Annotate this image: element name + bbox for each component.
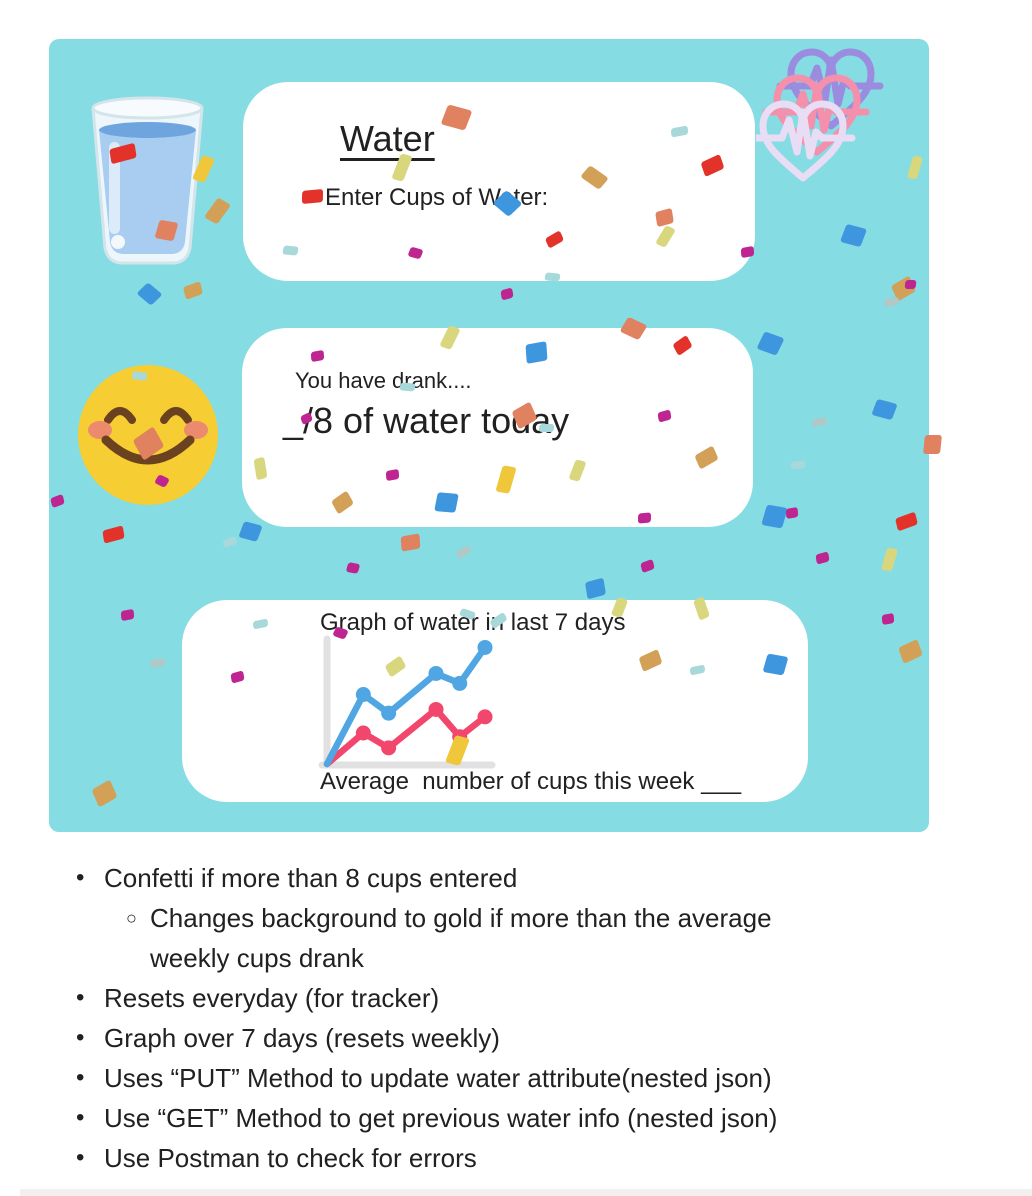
- list-item: • Confetti if more than 8 cups entered: [76, 858, 998, 898]
- water-graph: [318, 635, 496, 769]
- bullet-icon: •: [76, 1144, 85, 1171]
- cups-upper-line-point: [452, 675, 468, 691]
- next-page-edge: [20, 1189, 1032, 1196]
- list-item: • Use “GET” Method to get previous water…: [76, 1098, 998, 1138]
- progress-count-text: _/8 of water today: [283, 400, 570, 441]
- water-input-card: Water Enter Cups of Water:: [243, 82, 755, 281]
- feature-notes-list: • Confetti if more than 8 cups entered ○…: [76, 858, 998, 1178]
- graph-card-title: Graph of water in last 7 days: [320, 609, 626, 636]
- cups-lower-line-point: [428, 701, 444, 717]
- bullet-icon: •: [76, 984, 85, 1011]
- cups-lower-line-point: [381, 740, 397, 756]
- list-item: • Graph over 7 days (resets weekly): [76, 1018, 998, 1058]
- bullet-icon: •: [76, 1104, 85, 1131]
- sub-bullet-icon: ○: [126, 908, 137, 928]
- progress-card: You have drank.... _/8 of water today: [242, 328, 753, 527]
- progress-intro-text: You have drank....: [295, 368, 472, 393]
- bullet-icon: •: [76, 1024, 85, 1051]
- cups-lower-line-point: [452, 729, 468, 745]
- glass-highlight: [109, 142, 120, 234]
- cups-upper-line-point: [381, 705, 397, 721]
- cups-upper-line-point: [428, 665, 444, 681]
- graph-series: [323, 639, 493, 768]
- water-card-title: Water: [340, 118, 435, 159]
- list-subitem: ○ Changes background to gold if more tha…: [126, 898, 998, 978]
- bullet-icon: •: [76, 1064, 85, 1091]
- heart-pulse-icon: [756, 48, 884, 182]
- glass-bubble: [111, 235, 125, 249]
- list-item: • Resets everyday (for tracker): [76, 978, 998, 1018]
- list-item: • Use Postman to check for errors: [76, 1138, 998, 1178]
- smiley-face-icon: [78, 365, 218, 505]
- cups-upper-line-point: [355, 687, 371, 703]
- bullet-icon: •: [76, 864, 85, 891]
- water-glass-icon: [91, 96, 204, 265]
- weekly-average-text: Average number of cups this week ___: [320, 768, 742, 795]
- cups-upper-line-point: [477, 639, 493, 655]
- cups-lower-line-point: [355, 725, 371, 741]
- list-item: • Uses “PUT” Method to update water attr…: [76, 1058, 998, 1098]
- graph-card: Graph of water in last 7 days Average nu…: [182, 600, 808, 802]
- cups-lower-line-point: [477, 709, 493, 725]
- cups-input-prompt: Enter Cups of Water:: [325, 184, 549, 211]
